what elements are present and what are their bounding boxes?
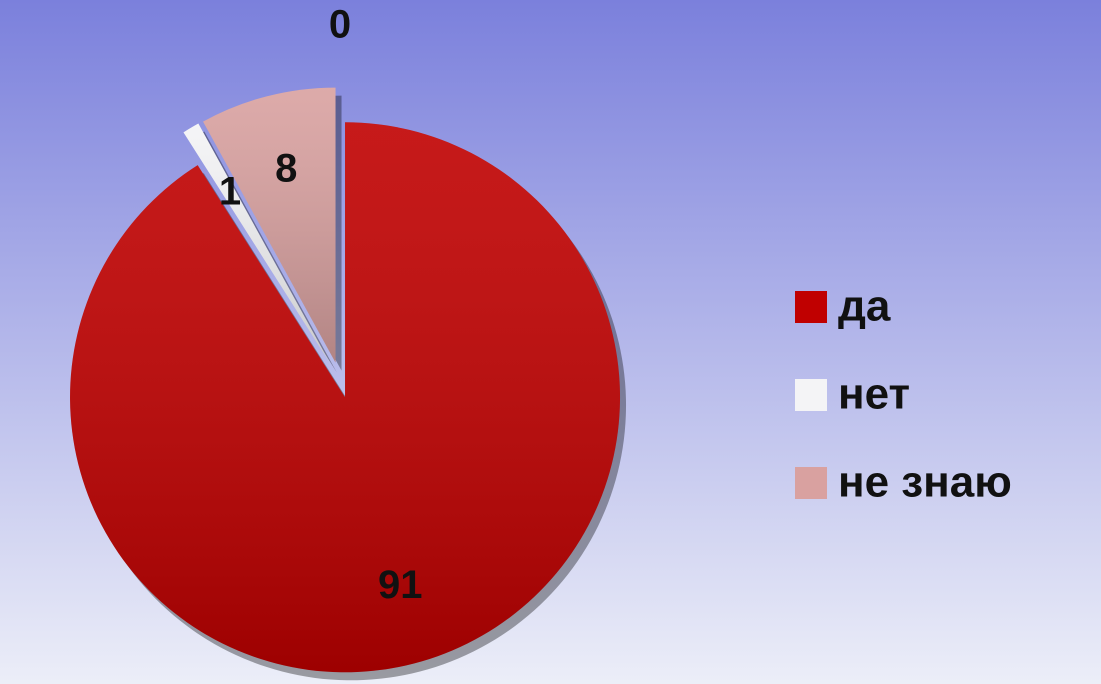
value-label: 91 <box>378 563 423 607</box>
value-label: 0 <box>329 3 351 47</box>
legend-label: нет <box>838 370 910 419</box>
slice-shade <box>183 123 331 365</box>
legend-label: не знаю <box>838 458 1012 507</box>
legend-swatch <box>795 291 827 323</box>
legend-swatch <box>795 467 827 499</box>
slice-shade <box>203 87 336 363</box>
value-label: 8 <box>275 146 297 190</box>
slice-shade <box>70 122 621 673</box>
legend: да нет не знаю <box>795 282 1012 507</box>
legend-swatch <box>795 379 827 411</box>
legend-label: да <box>838 282 891 331</box>
